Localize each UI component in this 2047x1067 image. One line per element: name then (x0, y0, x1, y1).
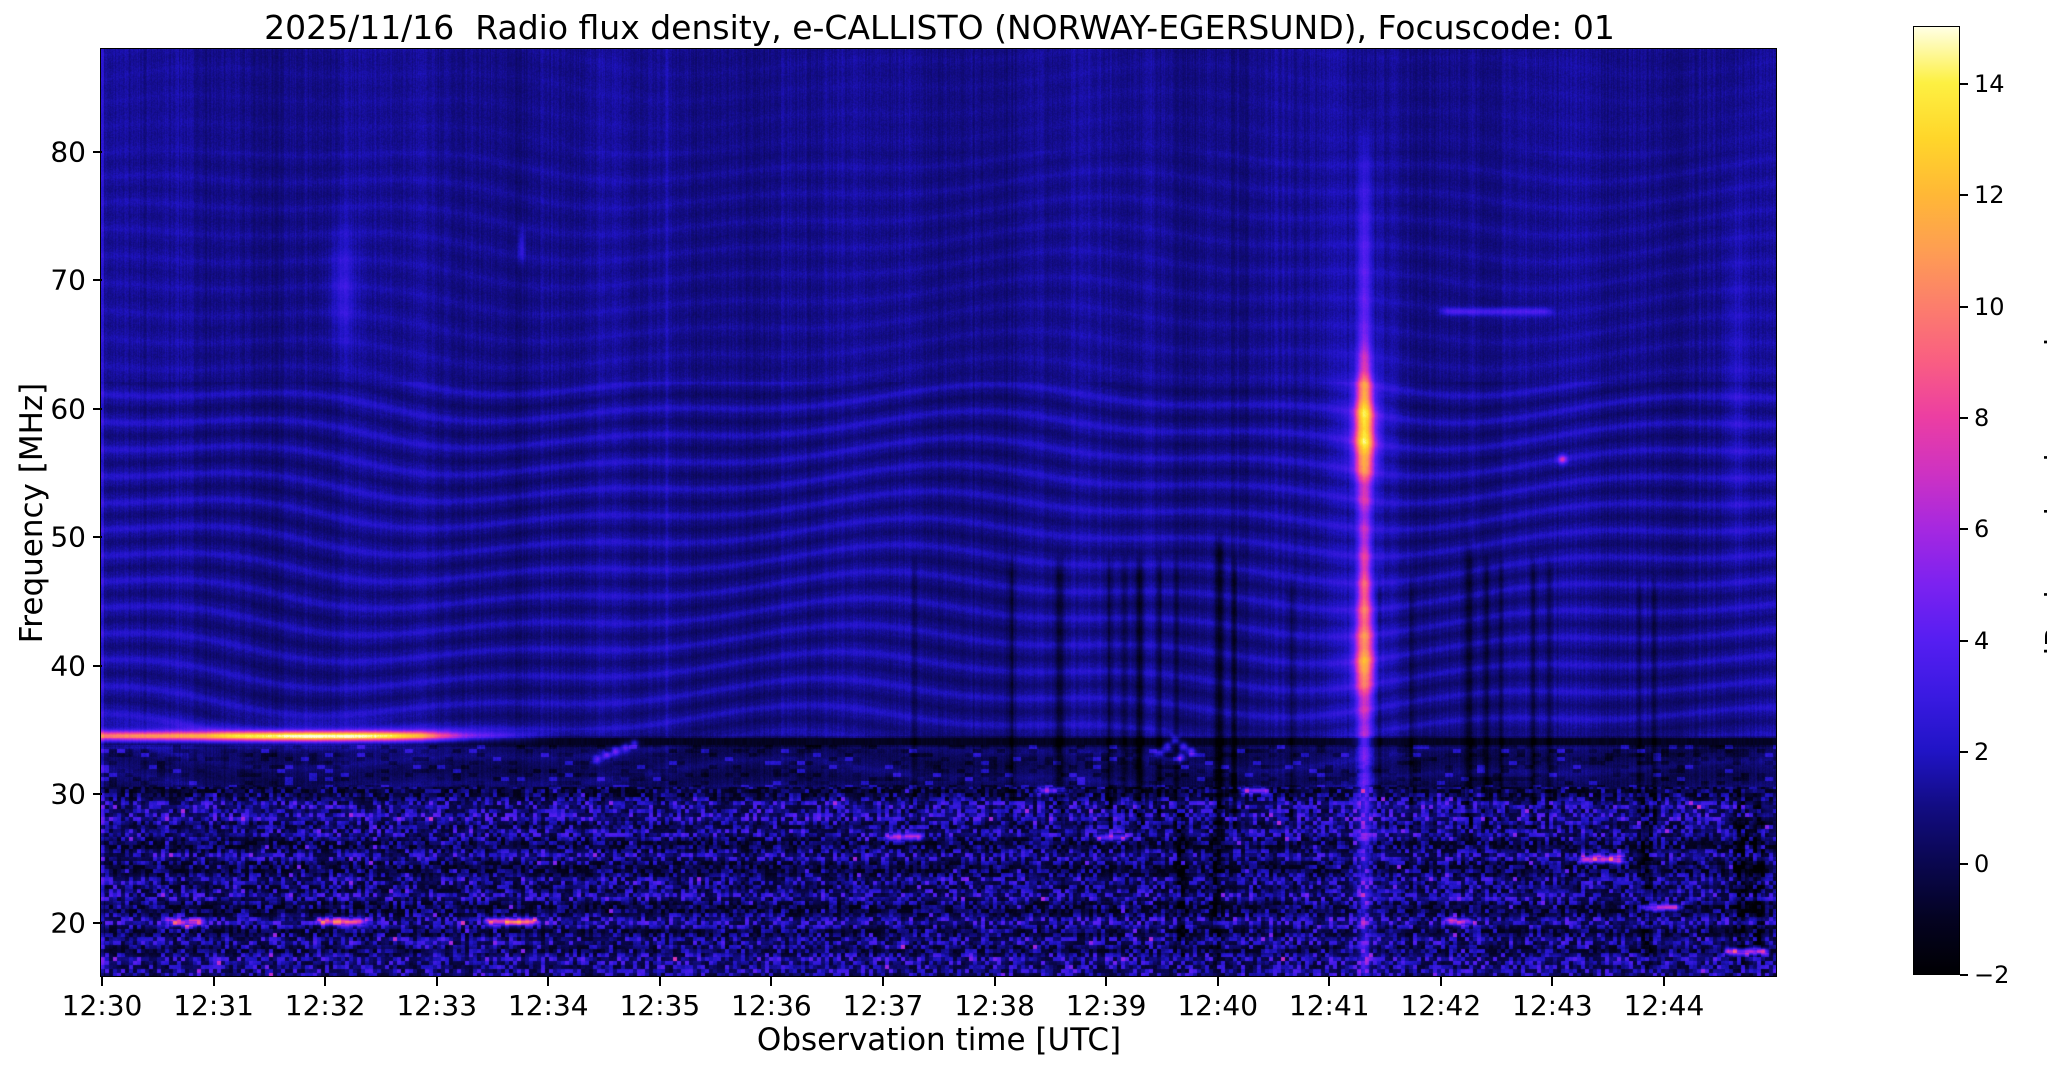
y-tick-label: 50 (50, 520, 86, 554)
colorbar-tick (1960, 305, 1968, 308)
x-tick-label: 12:44 (1623, 989, 1705, 1022)
colorbar-tick (1960, 862, 1968, 865)
x-tick-label: 12:36 (731, 989, 812, 1022)
colorbar-tick-label: 12 (1974, 181, 2005, 210)
colorbar-tick (1960, 528, 1968, 531)
x-tick-label: 12:39 (1065, 989, 1147, 1022)
x-tick (1439, 977, 1442, 986)
colorbar-tick (1960, 751, 1968, 754)
x-tick-label: 12:34 (507, 989, 589, 1022)
y-tick (93, 922, 102, 925)
y-tick-label: 80 (50, 135, 86, 169)
y-tick-label: 60 (50, 392, 86, 426)
colorbar-tick-label: 14 (1974, 69, 2005, 98)
x-tick (101, 977, 103, 986)
x-tick-label: 12:31 (173, 989, 254, 1022)
x-tick (1105, 977, 1108, 986)
colorbar-tick (1960, 82, 1968, 85)
colorbar-tick (1960, 974, 1968, 976)
x-tick (1551, 977, 1554, 986)
y-tick (93, 664, 102, 667)
y-tick (93, 150, 102, 153)
x-tick-label: 12:37 (842, 989, 924, 1022)
colorbar-label: dB above background (2040, 337, 2047, 667)
colorbar-tick (1960, 416, 1968, 419)
x-tick-label: 12:42 (1400, 989, 1482, 1022)
x-tick (435, 977, 438, 986)
x-tick (1662, 977, 1665, 986)
y-tick-label: 30 (50, 777, 86, 811)
chart-title: 2025/11/16 Radio flux density, e-CALLIST… (264, 8, 1615, 47)
colorbar-tick-label: 8 (1974, 403, 1990, 432)
colorbar-tick (1960, 639, 1968, 642)
x-tick-label: 12:33 (396, 989, 478, 1022)
x-tick (658, 977, 661, 986)
x-tick-label: 12:32 (284, 989, 366, 1022)
y-tick-label: 70 (50, 263, 86, 297)
x-tick (212, 977, 215, 986)
x-tick-label: 12:40 (1177, 989, 1259, 1022)
x-tick-label: 12:38 (954, 989, 1035, 1022)
x-tick (993, 977, 996, 986)
x-tick-label: 12:30 (61, 989, 143, 1022)
colorbar (1913, 26, 1961, 976)
y-tick (93, 279, 102, 282)
colorbar-tick-label: 2 (1974, 738, 1990, 767)
x-tick (881, 977, 884, 986)
colorbar-tick-label: −2 (1974, 961, 2010, 989)
colorbar-tick-label: 4 (1974, 626, 1990, 655)
x-tick-label: 12:43 (1512, 989, 1593, 1022)
colorbar-tick-label: 10 (1974, 292, 2005, 321)
x-tick-label: 12:41 (1288, 989, 1370, 1022)
colorbar-tick-label: 6 (1974, 515, 1990, 544)
y-axis-label: Frequency [MHz] (14, 382, 50, 644)
x-axis-label: Observation time [UTC] (756, 1022, 1122, 1058)
plot-area (100, 48, 1778, 978)
y-tick (93, 407, 102, 410)
y-tick-label: 40 (50, 649, 86, 683)
y-tick (93, 793, 102, 796)
x-tick (770, 977, 773, 986)
colorbar-tick-label: 0 (1974, 849, 1990, 878)
x-tick (547, 977, 550, 986)
colorbar-tick (1960, 194, 1968, 197)
x-tick (324, 977, 327, 986)
spectrogram-canvas (101, 49, 1777, 977)
x-tick (1216, 977, 1219, 986)
x-tick (1328, 977, 1331, 986)
y-tick-label: 20 (50, 906, 86, 940)
y-tick (93, 536, 102, 539)
x-tick-label: 12:35 (619, 989, 701, 1022)
